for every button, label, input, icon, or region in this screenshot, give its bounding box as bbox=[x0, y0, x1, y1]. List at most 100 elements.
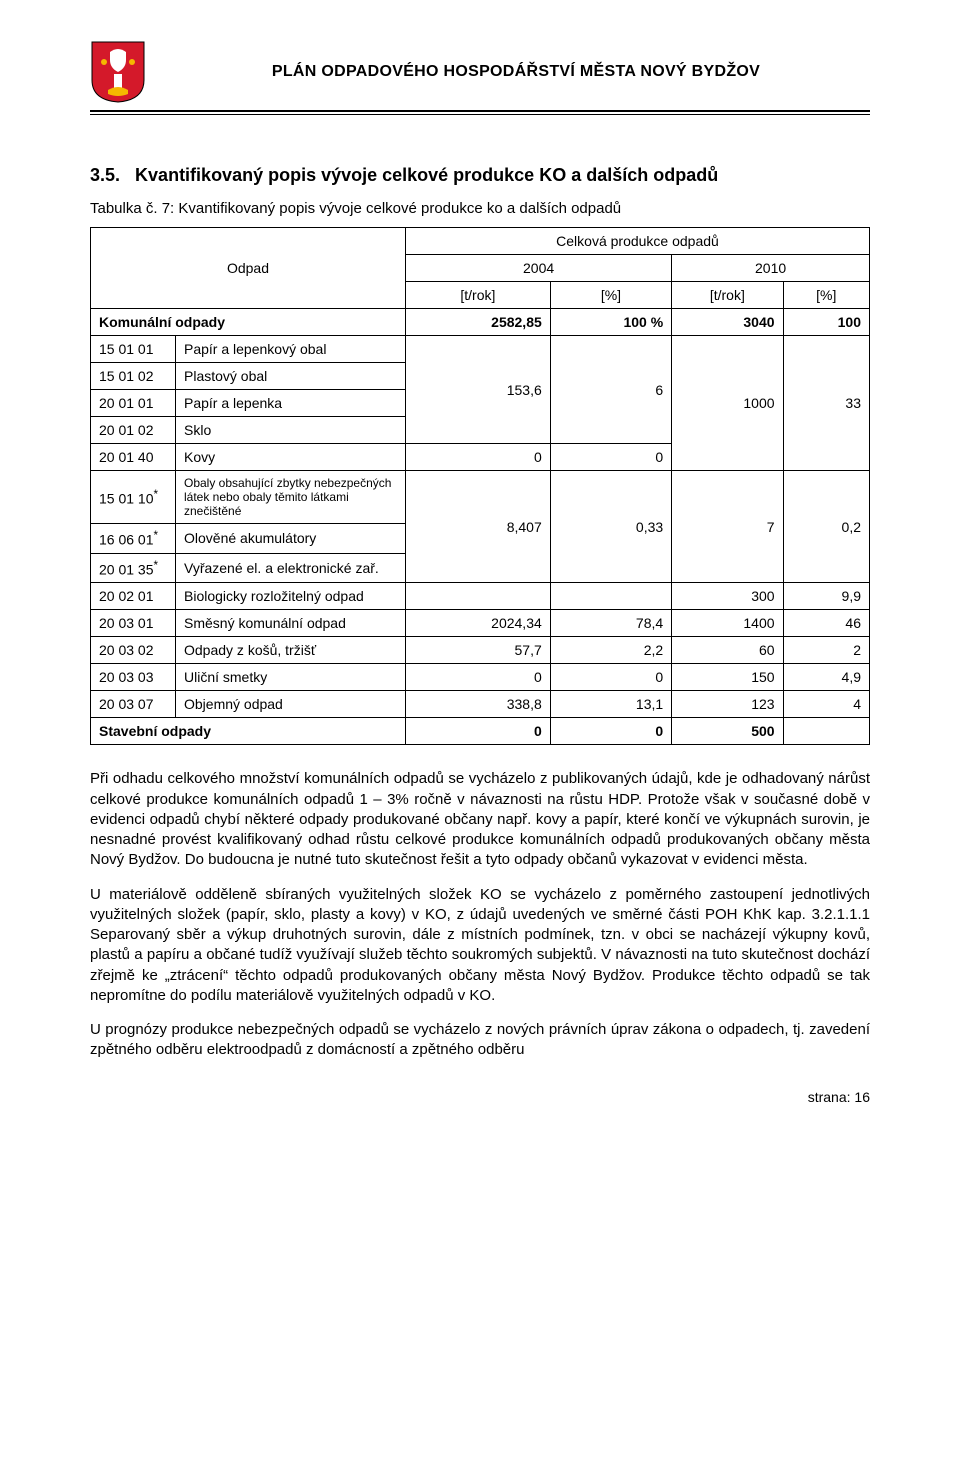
code-text: 15 01 10 bbox=[99, 490, 154, 506]
cell: 123 bbox=[672, 691, 783, 718]
cell: 150 bbox=[672, 664, 783, 691]
code-text: 16 06 01 bbox=[99, 532, 154, 548]
cell-label: Stavební odpady bbox=[91, 718, 406, 745]
table-caption: Tabulka č. 7: Kvantifikovaný popis vývoj… bbox=[90, 200, 870, 217]
table-row: 20 03 07 Objemný odpad 338,8 13,1 123 4 bbox=[91, 691, 870, 718]
th-odpad: Odpad bbox=[91, 228, 406, 309]
cell-code: 20 02 01 bbox=[91, 583, 176, 610]
cell: 100 bbox=[783, 309, 869, 336]
cell-group: 0,33 bbox=[550, 471, 671, 583]
cell-name: Papír a lepenka bbox=[176, 390, 406, 417]
cell: 2024,34 bbox=[406, 610, 551, 637]
table-row: 15 01 10* Obaly obsahující zbytky nebezp… bbox=[91, 471, 870, 524]
section-heading: 3.5. Kvantifikovaný popis vývoje celkové… bbox=[90, 165, 870, 186]
th-u4: [%] bbox=[783, 282, 869, 309]
th-u3: [t/rok] bbox=[672, 282, 783, 309]
th-2004: 2004 bbox=[406, 255, 672, 282]
cell-group: 6 bbox=[550, 336, 671, 444]
cell-code: 20 03 07 bbox=[91, 691, 176, 718]
cell-name: Vyřazené el. a elektronické zař. bbox=[176, 553, 406, 583]
th-u2: [%] bbox=[550, 282, 671, 309]
paragraph-3: U prognózy produkce nebezpečných odpadů … bbox=[90, 1020, 870, 1061]
cell: 300 bbox=[672, 583, 783, 610]
paragraph-1: Při odhadu celkového množství komunálníc… bbox=[90, 769, 870, 870]
row-komunalni: Komunální odpady 2582,85 100 % 3040 100 bbox=[91, 309, 870, 336]
table-row: 20 03 03 Uliční smetky 0 0 150 4,9 bbox=[91, 664, 870, 691]
footer-label: strana: bbox=[808, 1089, 851, 1105]
cell: 4 bbox=[783, 691, 869, 718]
cell: 0 bbox=[406, 664, 551, 691]
th-u1: [t/rok] bbox=[406, 282, 551, 309]
cell-code: 15 01 10* bbox=[91, 471, 176, 524]
cell: 0 bbox=[550, 444, 671, 471]
cell-name: Objemný odpad bbox=[176, 691, 406, 718]
footer-page: 16 bbox=[854, 1089, 870, 1105]
table-row: 20 03 01 Směsný komunální odpad 2024,34 … bbox=[91, 610, 870, 637]
cell: 0 bbox=[406, 718, 551, 745]
cell-name: Sklo bbox=[176, 417, 406, 444]
table-row: 20 03 02 Odpady z košů, tržišť 57,7 2,2 … bbox=[91, 637, 870, 664]
cell: 3040 bbox=[672, 309, 783, 336]
code-text: 20 01 35 bbox=[99, 561, 154, 577]
cell-code: 20 01 40 bbox=[91, 444, 176, 471]
cell-name: Odpady z košů, tržišť bbox=[176, 637, 406, 664]
cell-code: 20 01 01 bbox=[91, 390, 176, 417]
section-number: 3.5. bbox=[90, 165, 120, 185]
table-row: 20 02 01 Biologicky rozložitelný odpad 3… bbox=[91, 583, 870, 610]
section-title: Kvantifikovaný popis vývoje celkové prod… bbox=[135, 165, 718, 185]
cell: 0 bbox=[550, 664, 671, 691]
cell-name: Uliční smetky bbox=[176, 664, 406, 691]
sup: * bbox=[154, 559, 159, 572]
cell-group: 0,2 bbox=[783, 471, 869, 583]
cell-name: Směsný komunální odpad bbox=[176, 610, 406, 637]
cell bbox=[783, 718, 869, 745]
cell: 2 bbox=[783, 637, 869, 664]
cell-code: 16 06 01* bbox=[91, 524, 176, 554]
cell-group: 33 bbox=[783, 336, 869, 471]
cell-code: 20 01 35* bbox=[91, 553, 176, 583]
header-rule-2 bbox=[90, 114, 870, 115]
cell-code: 20 03 02 bbox=[91, 637, 176, 664]
header-title: PLÁN ODPADOVÉHO HOSPODÁŘSTVÍ MĚSTA NOVÝ … bbox=[162, 63, 870, 81]
cell-name: Olověné akumulátory bbox=[176, 524, 406, 554]
cell: 60 bbox=[672, 637, 783, 664]
cell: 57,7 bbox=[406, 637, 551, 664]
cell: 4,9 bbox=[783, 664, 869, 691]
page-header: PLÁN ODPADOVÉHO HOSPODÁŘSTVÍ MĚSTA NOVÝ … bbox=[90, 40, 870, 104]
crest-icon bbox=[90, 40, 146, 104]
cell-group: 153,6 bbox=[406, 336, 551, 444]
body-text: Při odhadu celkového množství komunálníc… bbox=[90, 769, 870, 1060]
cell: 100 % bbox=[550, 309, 671, 336]
table-row: 15 01 01 Papír a lepenkový obal 153,6 6 … bbox=[91, 336, 870, 363]
cell-name: Obaly obsahující zbytky nebezpečných lát… bbox=[176, 471, 406, 524]
cell: 0 bbox=[550, 718, 671, 745]
header-rule-1 bbox=[90, 110, 870, 112]
paragraph-2: U materiálově odděleně sbíraných využite… bbox=[90, 885, 870, 1007]
cell: 338,8 bbox=[406, 691, 551, 718]
row-stavebni: Stavební odpady 0 0 500 bbox=[91, 718, 870, 745]
cell bbox=[406, 583, 551, 610]
cell-name: Plastový obal bbox=[176, 363, 406, 390]
sup: * bbox=[154, 529, 159, 542]
cell-name: Papír a lepenkový obal bbox=[176, 336, 406, 363]
cell-code: 20 01 02 bbox=[91, 417, 176, 444]
cell: 2582,85 bbox=[406, 309, 551, 336]
th-overall: Celková produkce odpadů bbox=[406, 228, 870, 255]
cell-name: Kovy bbox=[176, 444, 406, 471]
cell-group: 7 bbox=[672, 471, 783, 583]
cell: 500 bbox=[672, 718, 783, 745]
cell: 46 bbox=[783, 610, 869, 637]
page-footer: strana: 16 bbox=[90, 1089, 870, 1105]
cell-code: 20 03 03 bbox=[91, 664, 176, 691]
cell: 9,9 bbox=[783, 583, 869, 610]
cell-name: Biologicky rozložitelný odpad bbox=[176, 583, 406, 610]
data-table: Odpad Celková produkce odpadů 2004 2010 … bbox=[90, 227, 870, 745]
sup: * bbox=[154, 488, 159, 501]
table-head: Odpad Celková produkce odpadů 2004 2010 … bbox=[91, 228, 870, 309]
page: PLÁN ODPADOVÉHO HOSPODÁŘSTVÍ MĚSTA NOVÝ … bbox=[0, 0, 960, 1135]
cell: 13,1 bbox=[550, 691, 671, 718]
cell-code: 15 01 02 bbox=[91, 363, 176, 390]
th-2010: 2010 bbox=[672, 255, 870, 282]
cell-code: 20 03 01 bbox=[91, 610, 176, 637]
cell-group: 8,407 bbox=[406, 471, 551, 583]
